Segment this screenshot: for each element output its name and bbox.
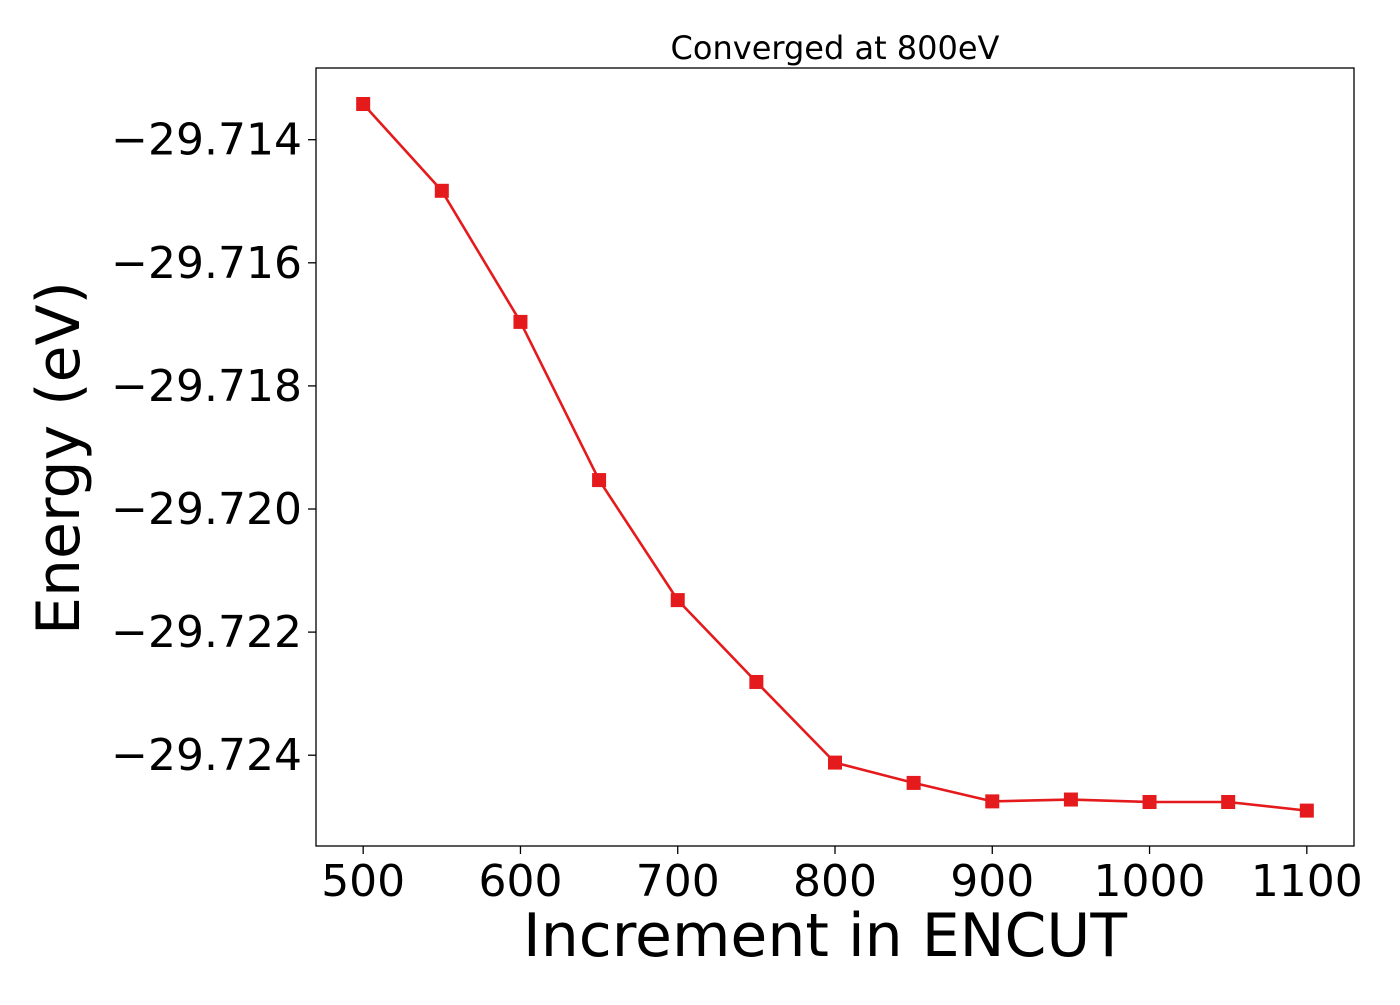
- y-tick-label: −29.714: [111, 115, 302, 166]
- x-tick-label: 900: [950, 856, 1034, 907]
- data-point-marker: [1063, 792, 1078, 807]
- data-point-marker: [434, 183, 449, 198]
- x-axis: 500 600 700 800 900 1000 1100: [321, 846, 1363, 907]
- data-point-marker: [513, 314, 528, 329]
- x-tick-label: 600: [478, 856, 562, 907]
- chart-title: Converged at 800eV: [671, 29, 1000, 67]
- y-tick-label: −29.724: [111, 730, 302, 781]
- x-axis-label: Increment in ENCUT: [523, 901, 1127, 971]
- data-point-marker: [1142, 794, 1157, 809]
- series-layer: [356, 97, 1314, 818]
- data-point-marker: [592, 473, 607, 488]
- x-tick-label: 700: [636, 856, 720, 907]
- data-point-marker: [1221, 794, 1236, 809]
- data-point-marker: [749, 674, 764, 689]
- y-tick-label: −29.716: [111, 238, 302, 289]
- x-tick-label: 1000: [1094, 856, 1206, 907]
- data-point-marker: [906, 775, 921, 790]
- y-axis-label: Energy (eV): [24, 281, 94, 635]
- x-tick-label: 500: [321, 856, 405, 907]
- y-tick-label: −29.718: [111, 361, 302, 412]
- x-tick-label: 800: [793, 856, 877, 907]
- y-tick-label: −29.720: [111, 484, 302, 535]
- y-tick-label: −29.722: [111, 607, 302, 658]
- plot-area: [315, 67, 1355, 847]
- y-axis: −29.714 −29.716 −29.718 −29.720 −29.722 −29.7…: [111, 115, 316, 781]
- data-point-marker: [985, 794, 1000, 809]
- data-point-marker: [828, 755, 842, 770]
- x-tick-label: 1100: [1251, 856, 1363, 907]
- series-line: [362, 103, 1307, 812]
- data-point-marker: [1299, 803, 1314, 818]
- data-point-marker: [670, 593, 685, 608]
- data-point-marker: [356, 97, 371, 112]
